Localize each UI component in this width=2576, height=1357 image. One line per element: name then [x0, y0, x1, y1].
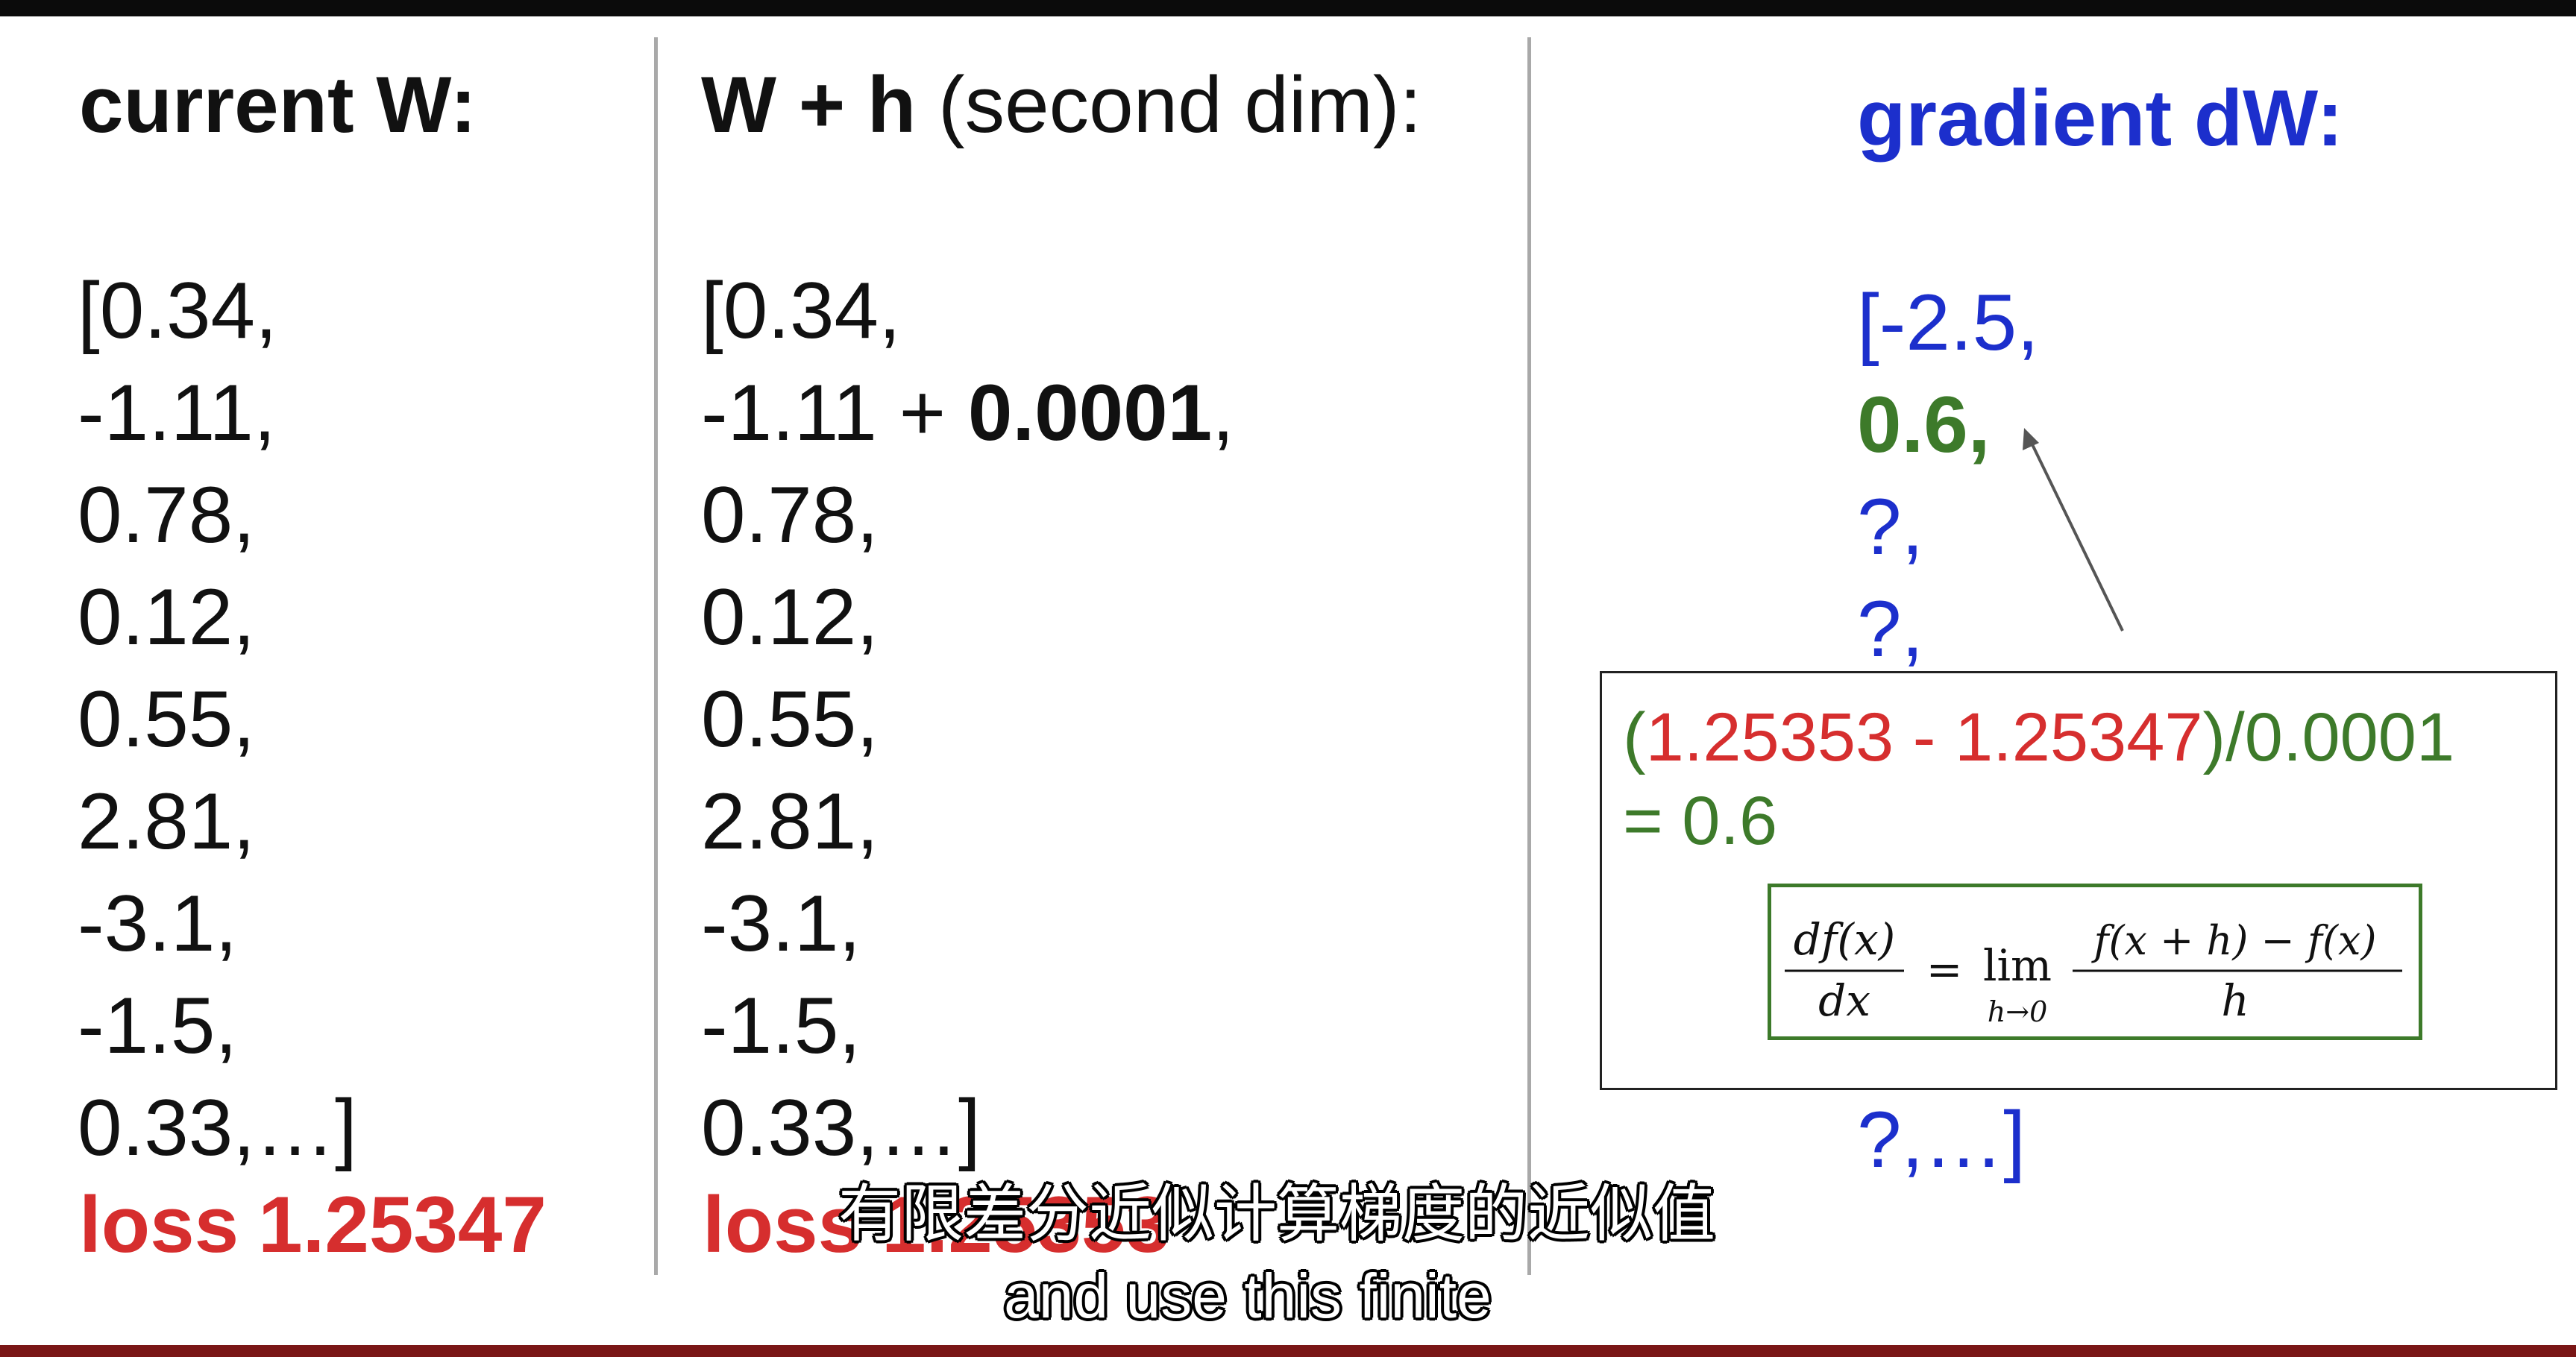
calc-loss-old: 1.25347	[1954, 699, 2203, 775]
perturbed-w-value: 2.81,	[701, 776, 879, 866]
perturbed-w-heading: W + h (second dim):	[701, 60, 1422, 149]
calc-result: = 0.6	[1623, 783, 1778, 859]
current-w-value: -1.5,	[78, 980, 238, 1070]
arrow-line	[2029, 439, 2124, 632]
perturbed-w-value-modified: -1.11 + 0.0001,	[701, 362, 1234, 464]
gradient-value: ?,	[1857, 584, 1924, 673]
formula-lim: lim	[1983, 940, 2052, 991]
perturbed-w-comma: ,	[1212, 368, 1234, 457]
perturbed-w-value: 0.55,	[701, 674, 879, 763]
top-black-bar	[0, 0, 2576, 16]
column-divider-2	[1527, 37, 1531, 1275]
perturbed-loss: loss 1.25353	[703, 1180, 1170, 1269]
formula-difference-numerator: f(x + h) − f(x)	[2090, 917, 2376, 964]
current-w-heading: current W:	[79, 60, 477, 149]
subtitle-english: and use this finite	[1004, 1261, 1492, 1331]
calc-loss-new: 1.25353	[1645, 699, 1894, 775]
perturbed-w-value: -3.1,	[701, 878, 861, 968]
formula-svg: df(x) dx = lim h→0 f(x + h) − f(x) h	[1785, 914, 2402, 1028]
current-loss: loss 1.25347	[79, 1180, 547, 1269]
calc-minus: -	[1894, 699, 1955, 775]
column-divider-1	[654, 37, 658, 1275]
gradient-value-computed: 0.6,	[1857, 380, 1991, 469]
formula-lim-subscript: h→0	[1988, 995, 2048, 1028]
derivative-definition-formula: df(x) dx = lim h→0 f(x + h) − f(x) h	[1768, 884, 2422, 1040]
perturbed-loss-label: loss	[703, 1180, 863, 1269]
perturbed-loss-value: 1.25353	[882, 1180, 1170, 1269]
perturbation-h: 0.0001	[967, 368, 1213, 457]
formula-df-dx-denominator: dx	[1818, 975, 1870, 1026]
current-w-value: 0.78,	[78, 470, 255, 559]
perturbed-w-value: 0.12,	[701, 572, 879, 661]
perturbed-w-base: -1.11 +	[701, 368, 968, 457]
perturbed-w-title-bold: W + h	[701, 60, 917, 149]
current-w-value: [0.34,	[78, 265, 277, 355]
difference-calculation: (1.25353 - 1.25347)/0.0001 = 0.6	[1623, 696, 2454, 863]
current-w-vector: [0.34, -1.11, 0.78, 0.12, 0.55, 2.81, -3…	[78, 259, 357, 1179]
perturbed-w-value: -1.5,	[701, 980, 861, 1070]
finite-difference-callout: (1.25353 - 1.25347)/0.0001 = 0.6 df(x) d…	[1600, 671, 2557, 1090]
perturbed-w-vector: [0.34, -1.11 + 0.0001, 0.78, 0.12, 0.55,…	[701, 259, 1234, 1179]
perturbed-w-value: 0.78,	[701, 470, 879, 559]
gradient-vector-tail: ?,…]	[1857, 1089, 2026, 1191]
bottom-progress-strip	[0, 1345, 2576, 1357]
perturbed-w-value: [0.34,	[701, 265, 901, 355]
subtitle-chinese: 有限差分近似计算梯度的近似值	[838, 1179, 1716, 1249]
calc-divide: )/0.0001	[2202, 699, 2455, 775]
gradient-value-last: ?,…]	[1857, 1095, 2026, 1184]
perturbed-w-title-rest: (second dim):	[938, 60, 1422, 149]
current-w-value: 0.33,…]	[78, 1083, 357, 1172]
formula-equals: =	[1926, 944, 1963, 995]
gradient-value: ?,	[1857, 482, 1924, 571]
calc-paren: (	[1623, 699, 1646, 775]
calc-line-1: (1.25353 - 1.25347)/0.0001	[1623, 696, 2454, 779]
current-loss-label: loss	[79, 1180, 239, 1269]
current-w-value: 0.12,	[78, 572, 255, 661]
gradient-value: [-2.5,	[1857, 277, 2039, 367]
current-w-value: -3.1,	[78, 878, 238, 968]
current-w-value: -1.11,	[78, 368, 276, 457]
gradient-vector: [-2.5, 0.6, ?, ?,	[1857, 271, 2039, 680]
formula-h-denominator: h	[2221, 975, 2249, 1026]
formula-df-dx-numerator: df(x)	[1794, 914, 1896, 965]
current-loss-value: 1.25347	[258, 1180, 547, 1269]
current-w-value: 0.55,	[78, 674, 255, 763]
current-w-value: 2.81,	[78, 776, 255, 866]
current-w-title: current W:	[79, 60, 477, 149]
perturbed-w-value: 0.33,…]	[701, 1083, 981, 1172]
gradient-heading: gradient dW:	[1857, 73, 2343, 163]
